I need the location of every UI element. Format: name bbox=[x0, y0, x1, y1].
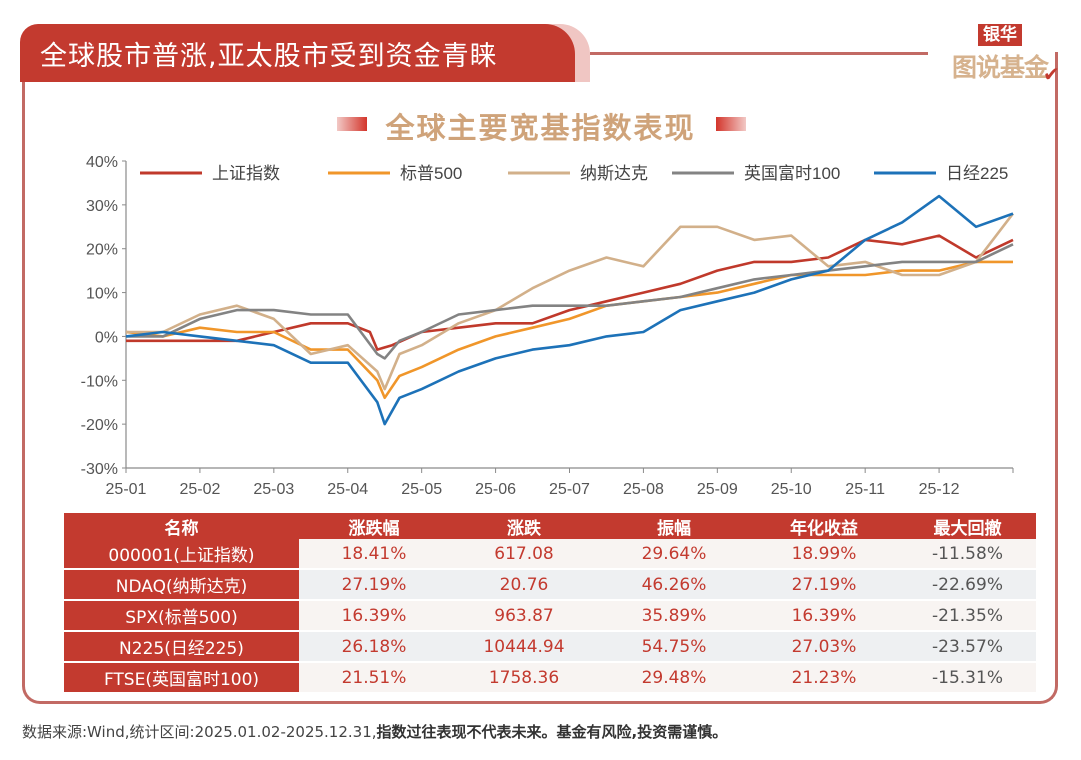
x-tick-label: 25-04 bbox=[327, 481, 368, 498]
col-header-name: 名称 bbox=[64, 513, 299, 539]
legend-label: 日经225 bbox=[946, 164, 1008, 183]
cell-annualized: 18.99% bbox=[749, 539, 899, 570]
y-tick-label: 0% bbox=[95, 329, 118, 346]
footnote: 数据来源:Wind,统计区间:2025.01.02-2025.12.31,指数过… bbox=[22, 721, 727, 742]
content-frame bbox=[22, 52, 1058, 704]
x-tick-label: 25-10 bbox=[771, 481, 812, 498]
cell-change-pct: 26.18% bbox=[299, 632, 449, 663]
series-line-3 bbox=[126, 243, 1014, 360]
x-tick-label: 25-01 bbox=[106, 481, 147, 498]
x-tick-label: 25-09 bbox=[697, 481, 738, 498]
header-banner bbox=[20, 24, 575, 82]
x-tick-label: 25-11 bbox=[845, 481, 885, 498]
risk-disclaimer: 指数过往表现不代表未来。基金有风险,投资需谨慎。 bbox=[376, 723, 728, 741]
cell-name: N225(日经225) bbox=[64, 632, 299, 663]
cell-change: 963.87 bbox=[449, 601, 599, 632]
series-line-2 bbox=[126, 212, 1015, 391]
table-header-row: 名称 涨跌幅 涨跌 振幅 年化收益 最大回撤 bbox=[64, 513, 1036, 539]
cell-change: 617.08 bbox=[449, 539, 599, 570]
cell-change-pct: 21.51% bbox=[299, 663, 449, 694]
x-tick-label: 25-06 bbox=[475, 481, 516, 498]
series-line-1 bbox=[125, 260, 1013, 400]
table-row: NDAQ(纳斯达克) 27.19% 20.76 46.26% 27.19% -22.69% bbox=[64, 570, 1036, 601]
title-decoration-right bbox=[716, 117, 746, 131]
col-header-max-drawdown: 最大回撤 bbox=[899, 513, 1036, 539]
logo-subtitle: 图说基金 bbox=[952, 53, 1049, 82]
x-tick-label: 25-08 bbox=[623, 481, 664, 498]
chart-title: 全球主要宽基指数表现 bbox=[385, 111, 696, 145]
cell-max-drawdown: -21.35% bbox=[899, 601, 1036, 632]
x-tick-label: 25-12 bbox=[919, 481, 960, 498]
y-tick-label: 20% bbox=[86, 242, 118, 259]
y-tick-label: 40% bbox=[86, 154, 118, 171]
line-chart: -30% -20% -10% 0% 10% 20% 30% 40% 25-01 25-02 25-0… bbox=[81, 154, 1015, 498]
title-decoration-left bbox=[337, 117, 367, 131]
data-source-note: 数据来源:Wind,统计区间:2025.01.02-2025.12.31, bbox=[22, 723, 377, 741]
cell-max-drawdown: -23.57% bbox=[899, 632, 1036, 663]
y-tick-label: -10% bbox=[81, 373, 118, 390]
table-row: N225(日经225) 26.18% 10444.94 54.75% 27.03% -23… bbox=[64, 632, 1036, 663]
cell-amplitude: 29.48% bbox=[599, 663, 749, 694]
series-line-4 bbox=[125, 194, 1014, 426]
y-tick-label: 10% bbox=[86, 286, 118, 303]
table-row: SPX(标普500) 16.39% 963.87 35.89% 16.39% -21.35… bbox=[64, 601, 1036, 632]
cell-change: 20.76 bbox=[449, 570, 599, 601]
cell-change-pct: 27.19% bbox=[299, 570, 449, 601]
header-divider bbox=[590, 52, 928, 55]
page-title: 全球股市普涨,亚太股市受到资金青睐 bbox=[40, 41, 498, 72]
cell-max-drawdown: -22.69% bbox=[899, 570, 1036, 601]
x-tick-label: 25-05 bbox=[401, 481, 442, 498]
cell-max-drawdown: -15.31% bbox=[899, 663, 1036, 694]
cell-change-pct: 16.39% bbox=[299, 601, 449, 632]
y-tick-label: 30% bbox=[86, 198, 118, 215]
y-tick-label: -30% bbox=[81, 461, 118, 478]
cell-amplitude: 29.64% bbox=[599, 539, 749, 570]
cell-max-drawdown: -11.58% bbox=[899, 539, 1036, 570]
cell-change: 10444.94 bbox=[449, 632, 599, 663]
logo-brand: 银华 bbox=[978, 24, 1022, 46]
table-row: FTSE(英国富时100) 21.51% 1758.36 29.48% 21.23% -1… bbox=[64, 663, 1036, 694]
check-icon: ✔ bbox=[1043, 62, 1060, 86]
cell-change: 1758.36 bbox=[449, 663, 599, 694]
cell-amplitude: 35.89% bbox=[599, 601, 749, 632]
y-tick-label: -20% bbox=[81, 417, 118, 434]
col-header-amplitude: 振幅 bbox=[599, 513, 749, 539]
cell-name: NDAQ(纳斯达克) bbox=[64, 570, 299, 601]
cell-amplitude: 46.26% bbox=[599, 570, 749, 601]
cell-change-pct: 18.41% bbox=[299, 539, 449, 570]
x-tick-label: 25-07 bbox=[549, 481, 590, 498]
cell-amplitude: 54.75% bbox=[599, 632, 749, 663]
cell-annualized: 16.39% bbox=[749, 601, 899, 632]
cell-annualized: 27.03% bbox=[749, 632, 899, 663]
cell-annualized: 27.19% bbox=[749, 570, 899, 601]
col-header-annualized: 年化收益 bbox=[749, 513, 899, 539]
cell-name: SPX(标普500) bbox=[64, 601, 299, 632]
legend-label: 标普500 bbox=[400, 164, 462, 183]
legend-label: 英国富时100 bbox=[744, 164, 840, 183]
x-tick-label: 25-02 bbox=[179, 481, 220, 498]
cell-annualized: 21.23% bbox=[749, 663, 899, 694]
legend-label: 上证指数 bbox=[212, 164, 280, 183]
table-row: 000001(上证指数) 18.41% 617.08 29.64% 18.99% -11.… bbox=[64, 539, 1036, 570]
cell-name: 000001(上证指数) bbox=[64, 539, 299, 570]
col-header-change: 涨跌 bbox=[449, 513, 599, 539]
x-tick-label: 25-03 bbox=[253, 481, 294, 498]
legend-label: 纳斯达克 bbox=[580, 164, 648, 183]
index-performance-table: 名称 涨跌幅 涨跌 振幅 年化收益 最大回撤 000001(上证指数) 18.41… bbox=[64, 513, 1036, 694]
cell-name: FTSE(英国富时100) bbox=[64, 663, 299, 694]
col-header-change-pct: 涨跌幅 bbox=[299, 513, 449, 539]
